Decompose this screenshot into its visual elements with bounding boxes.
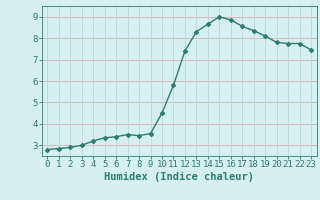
X-axis label: Humidex (Indice chaleur): Humidex (Indice chaleur): [104, 172, 254, 182]
